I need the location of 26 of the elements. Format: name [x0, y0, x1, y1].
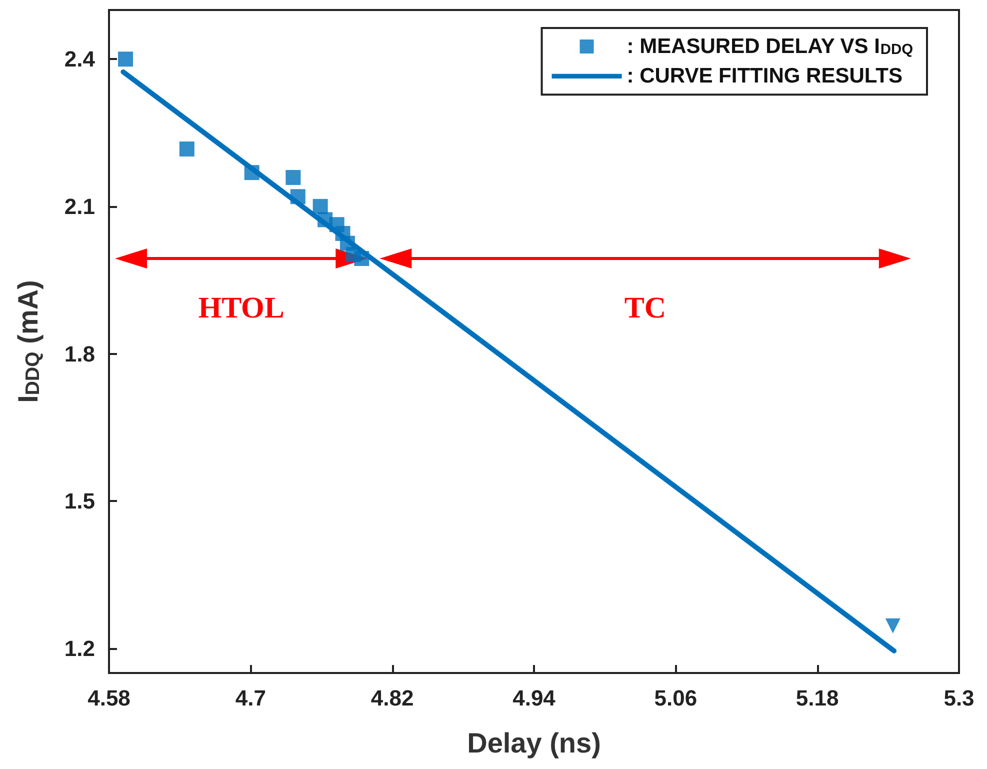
point	[354, 251, 370, 266]
annotation: HTOL	[198, 291, 284, 324]
x-tick-label: 4.7	[235, 686, 266, 710]
x-axis-title: Delay (ns)	[467, 728, 601, 758]
x-tick-label: 5.06	[654, 686, 698, 710]
legend-label: : CURVE FITTING RESULTS	[626, 64, 902, 88]
y-axis-title: IDDQ (mA)	[12, 280, 44, 403]
point	[118, 52, 134, 67]
point	[290, 189, 306, 204]
y-tick-label: 2.4	[64, 46, 96, 72]
point	[179, 141, 194, 156]
annotation: TC	[624, 291, 666, 324]
y-tick-label: 1.2	[64, 636, 95, 661]
x-tick-label: 5.3	[944, 686, 974, 710]
x-tick-label: 4.58	[88, 686, 130, 710]
point	[312, 198, 328, 214]
y-tick-label: 2.1	[64, 194, 95, 219]
legend-label: : MEASURED DELAY VS IDDQ	[626, 35, 914, 58]
y-tick-label: 1.5	[64, 488, 95, 514]
x-tick-label: 5.18	[796, 686, 839, 710]
point	[244, 165, 260, 180]
y-tick-label: 1.8	[64, 341, 95, 366]
point	[286, 170, 301, 185]
x-tick-label: 4.82	[370, 686, 414, 710]
point	[885, 618, 900, 634]
x-tick-label: 4.94	[512, 686, 556, 710]
